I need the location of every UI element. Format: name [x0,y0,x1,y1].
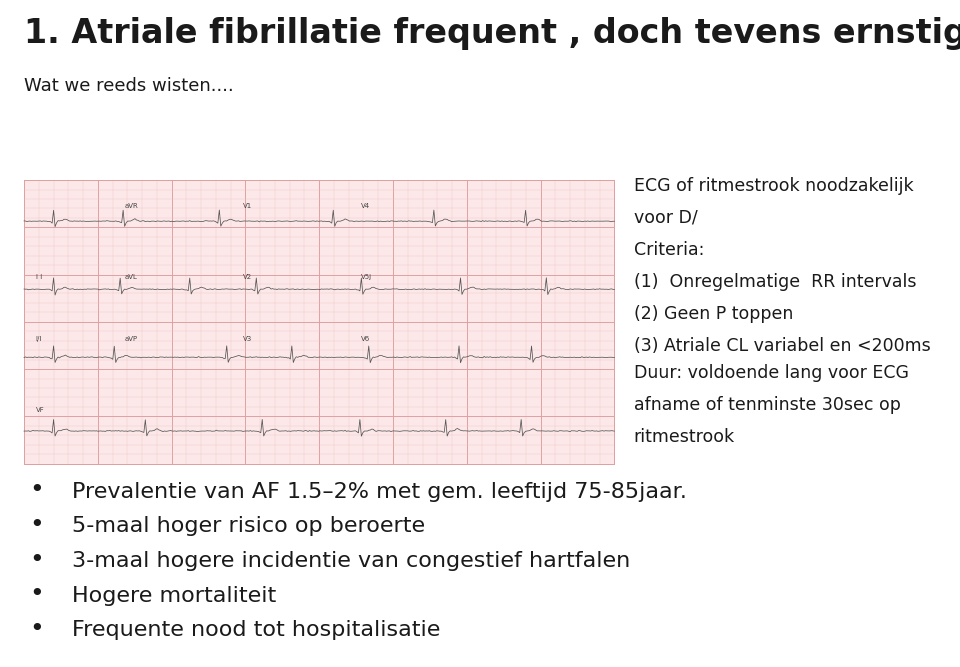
Text: •: • [29,617,44,641]
Text: ECG of ritmestrook noodzakelijk: ECG of ritmestrook noodzakelijk [634,177,913,195]
Text: V4: V4 [361,203,370,209]
Text: V5j: V5j [361,273,372,279]
Text: V3: V3 [243,336,252,342]
Text: V2: V2 [243,273,252,279]
Text: I I: I I [36,273,42,279]
Text: I/I: I/I [36,336,42,342]
Text: aVL: aVL [125,273,137,279]
Text: •: • [29,582,44,606]
Text: 1. Atriale fibrillatie frequent , doch tevens ernstig: 1. Atriale fibrillatie frequent , doch t… [24,17,960,49]
Text: Prevalentie van AF 1.5–2% met gem. leeftijd 75-85jaar.: Prevalentie van AF 1.5–2% met gem. leeft… [72,482,686,502]
Text: •: • [29,513,44,537]
Text: 5-maal hoger risico op beroerte: 5-maal hoger risico op beroerte [72,516,425,536]
Text: Duur: voldoende lang voor ECG: Duur: voldoende lang voor ECG [634,364,908,382]
Text: 3-maal hogere incidentie van congestief hartfalen: 3-maal hogere incidentie van congestief … [72,551,631,571]
Text: (2) Geen P toppen: (2) Geen P toppen [634,305,793,323]
Text: V1: V1 [243,203,252,209]
Text: (1)  Onregelmatige  RR intervals: (1) Onregelmatige RR intervals [634,273,916,291]
Text: ritmestrook: ritmestrook [634,428,734,446]
Text: (3) Atriale CL variabel en <200ms: (3) Atriale CL variabel en <200ms [634,337,930,355]
Text: VF: VF [36,407,44,413]
Text: afname of tenminste 30sec op: afname of tenminste 30sec op [634,396,900,414]
Text: Criteria:: Criteria: [634,241,704,259]
Text: Frequente nood tot hospitalisatie: Frequente nood tot hospitalisatie [72,620,441,640]
Text: •: • [29,548,44,572]
Text: •: • [29,478,44,502]
Text: Hogere mortaliteit: Hogere mortaliteit [72,586,276,606]
Text: aVR: aVR [125,203,138,209]
Text: aVP: aVP [125,336,137,342]
FancyBboxPatch shape [24,180,614,464]
Text: V6: V6 [361,336,370,342]
Text: Wat we reeds wisten....: Wat we reeds wisten.... [24,77,233,95]
Text: voor D/: voor D/ [634,209,697,227]
